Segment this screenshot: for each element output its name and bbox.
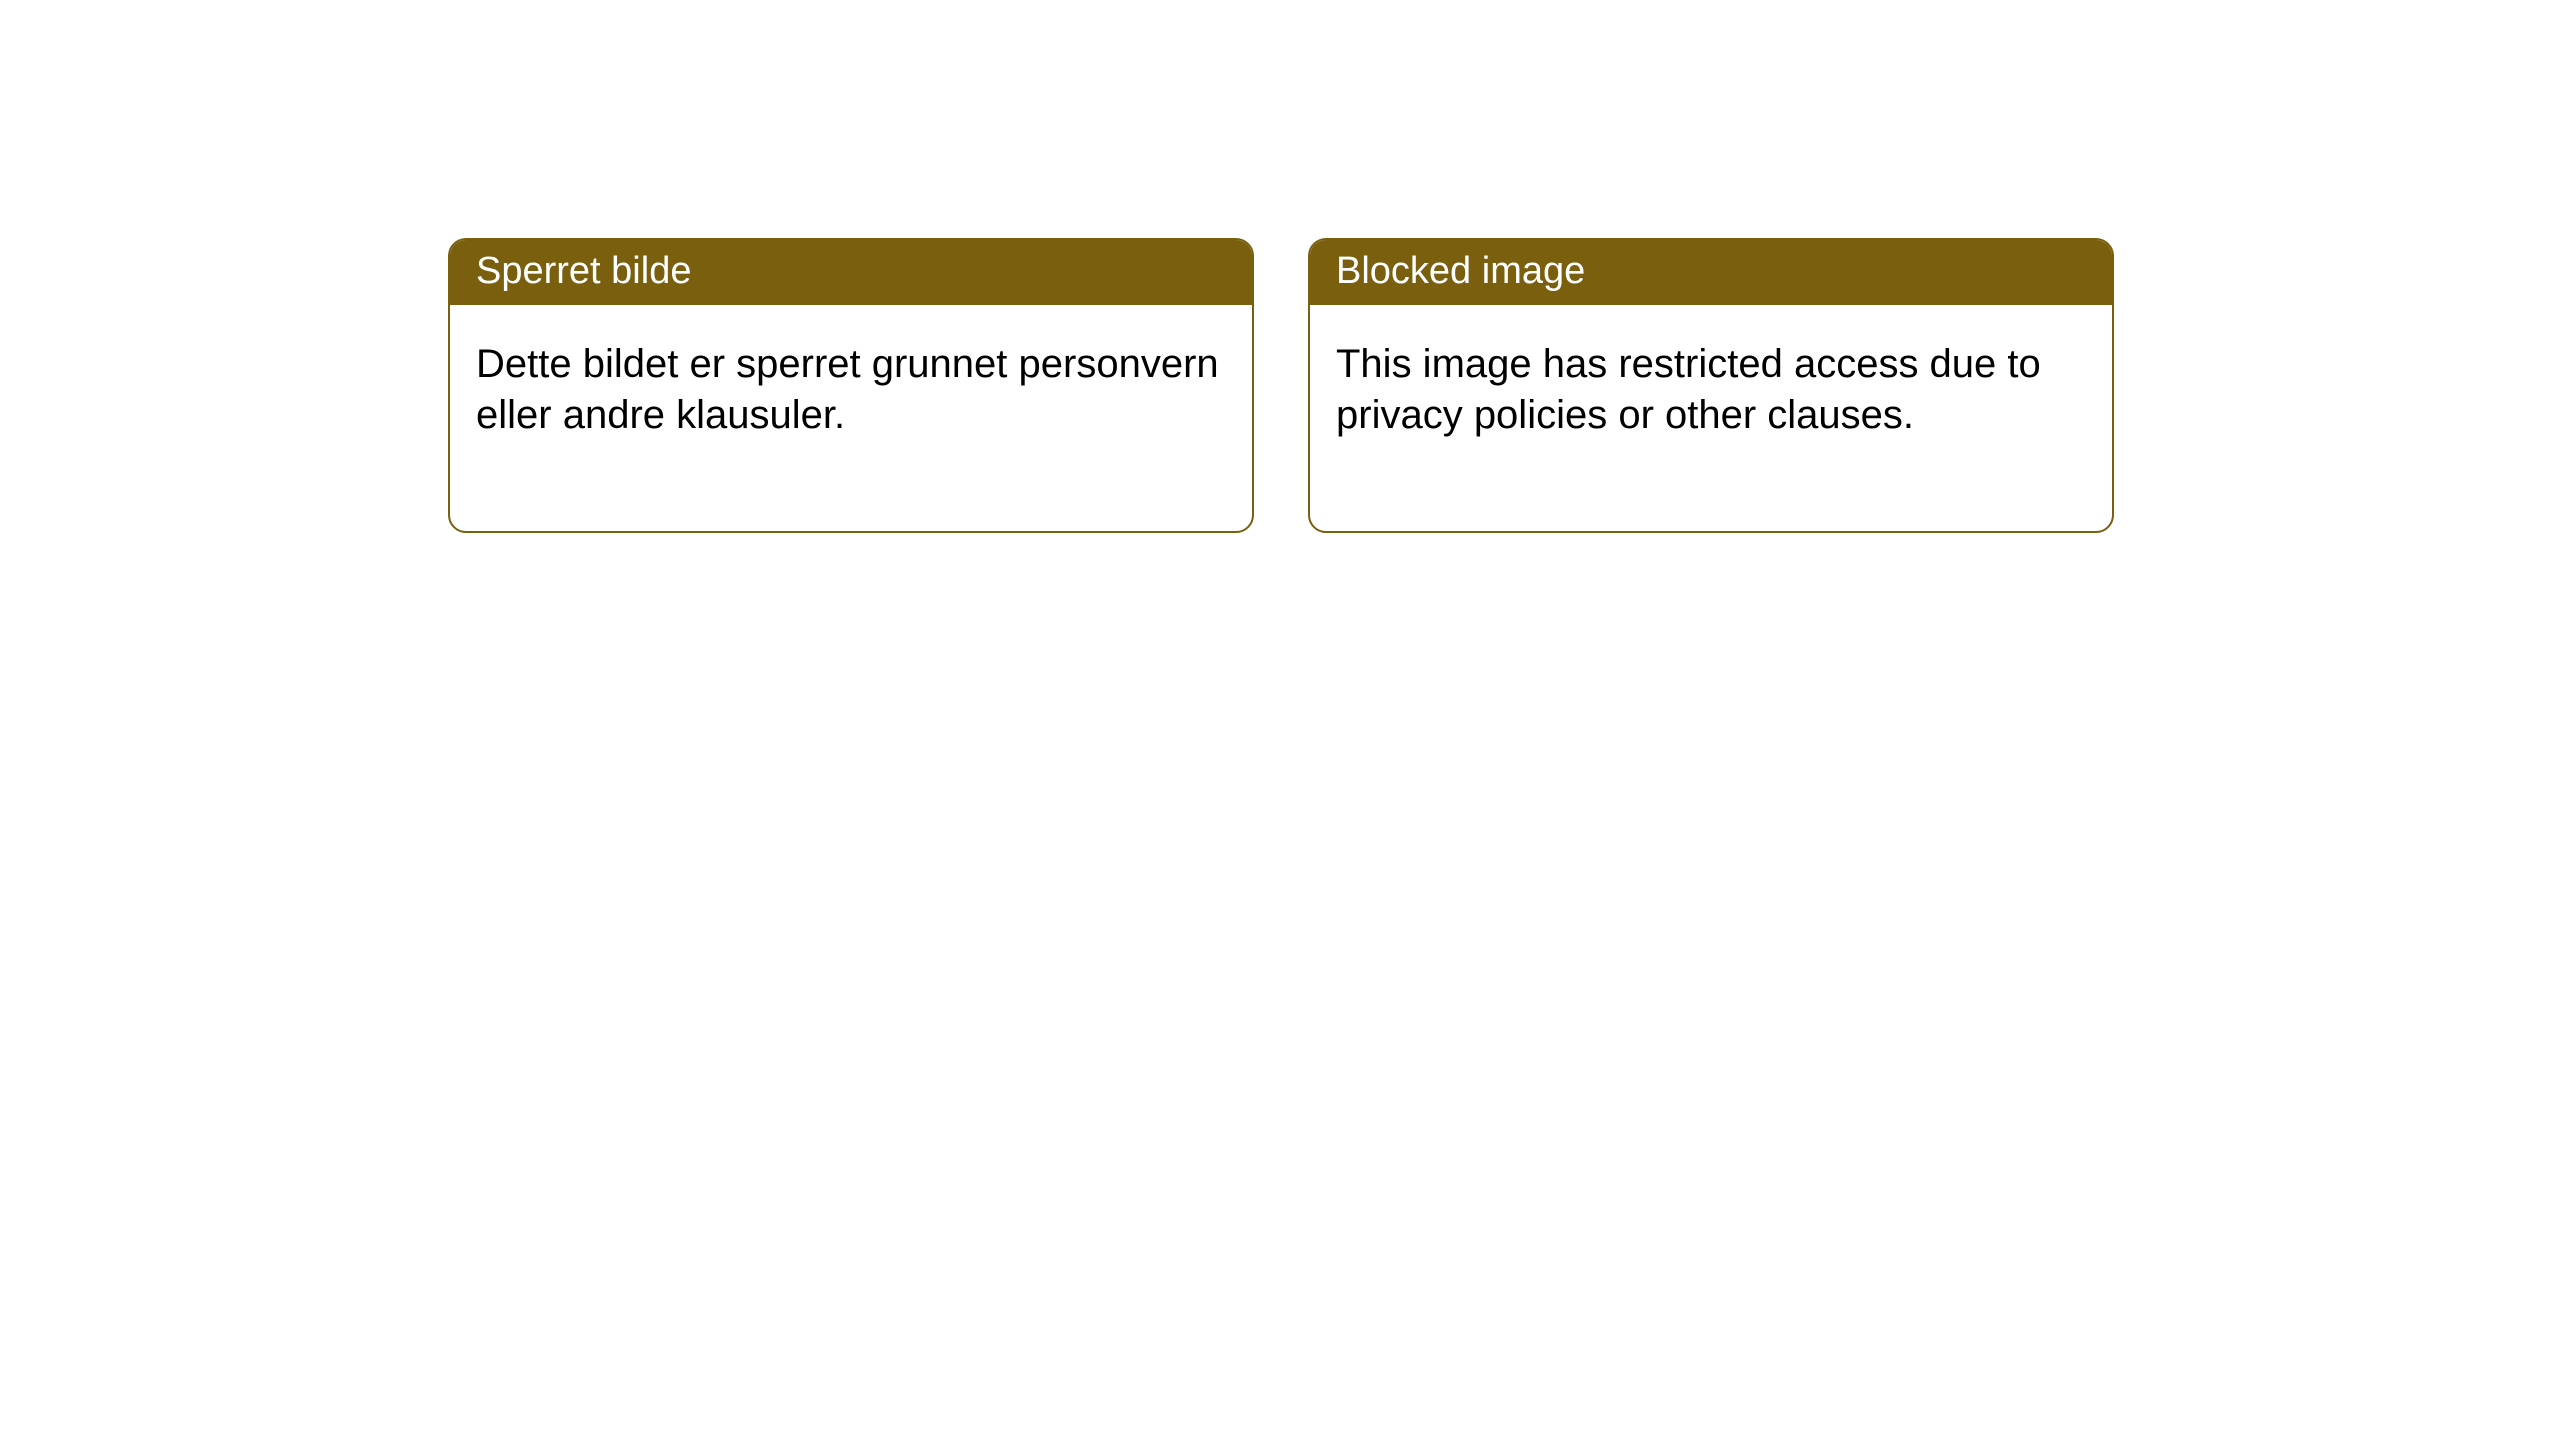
notice-card-english: Blocked image This image has restricted … [1308, 238, 2114, 533]
notice-header-norwegian: Sperret bilde [450, 240, 1252, 305]
notice-header-english: Blocked image [1310, 240, 2112, 305]
notice-card-norwegian: Sperret bilde Dette bildet er sperret gr… [448, 238, 1254, 533]
notice-container: Sperret bilde Dette bildet er sperret gr… [0, 0, 2560, 533]
notice-body-norwegian: Dette bildet er sperret grunnet personve… [450, 305, 1252, 531]
notice-body-english: This image has restricted access due to … [1310, 305, 2112, 531]
